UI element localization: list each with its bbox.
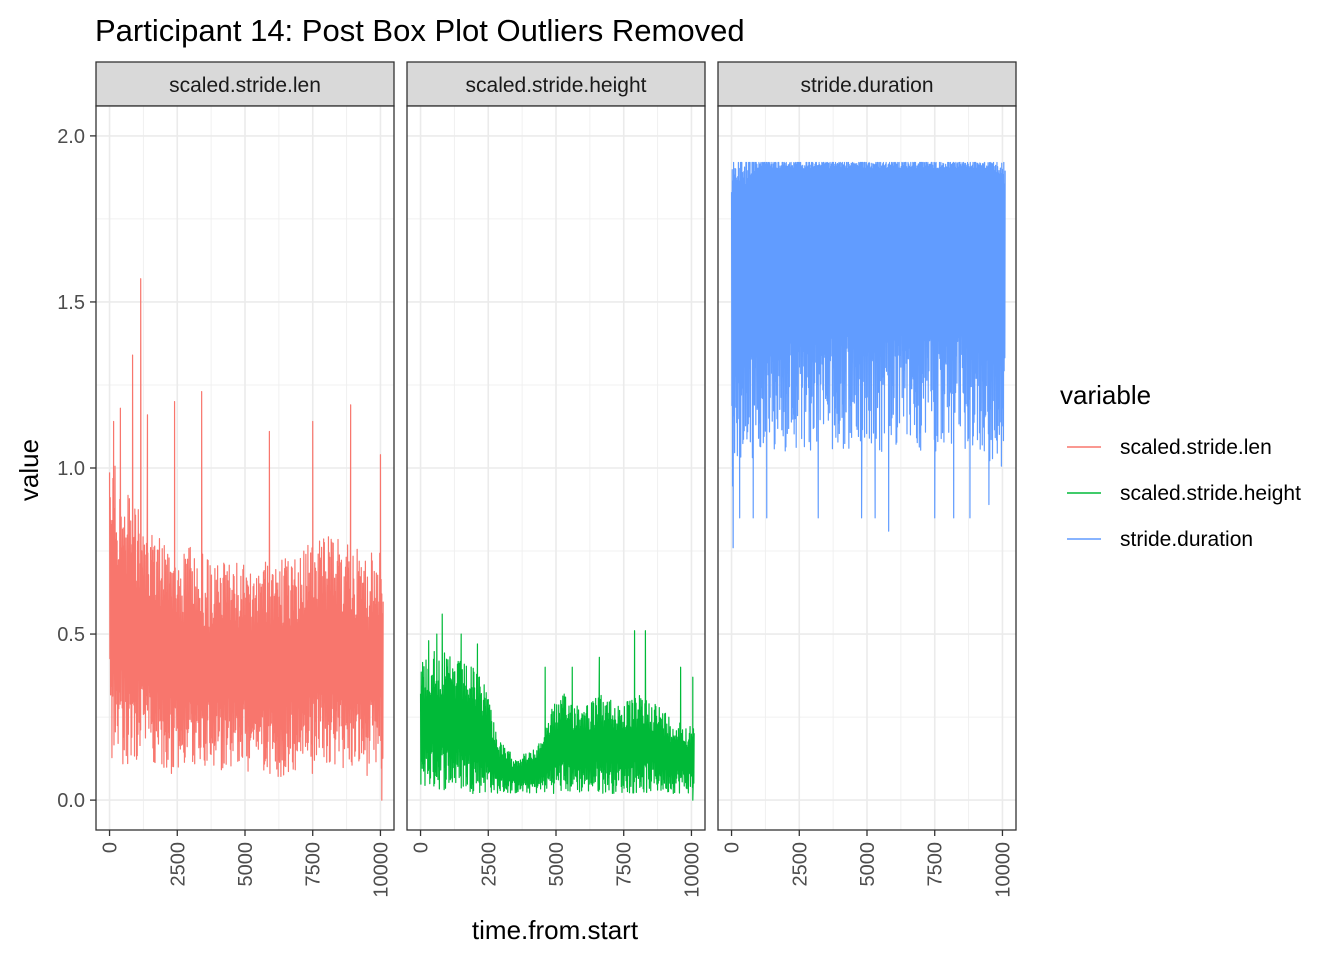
strip-label: scaled.stride.height bbox=[466, 74, 647, 97]
strip-label: stride.duration bbox=[800, 74, 933, 97]
x-tick-label: 10000 bbox=[370, 842, 392, 898]
x-tick-label: 0 bbox=[722, 842, 744, 853]
chart-title: Participant 14: Post Box Plot Outliers R… bbox=[95, 13, 745, 48]
y-axis: 0.0 0.5 1.0 1.5 2.0 bbox=[57, 126, 96, 812]
y-tick-label: 1.5 bbox=[57, 292, 85, 314]
x-axis-title: time.from.start bbox=[472, 915, 639, 945]
x-tick-label: 2500 bbox=[167, 842, 189, 887]
legend-label-scaled.stride.height: scaled.stride.height bbox=[1120, 482, 1301, 505]
strip-label: scaled.stride.len bbox=[169, 74, 321, 97]
facet-panel-0: scaled.stride.len 0 2500 5000 7500 10000 bbox=[95, 61, 395, 898]
y-tick-label: 1.0 bbox=[57, 458, 85, 480]
series-line-scaled.stride.len bbox=[108, 278, 384, 801]
strip-background bbox=[95, 61, 395, 107]
series-line-stride.duration bbox=[730, 161, 1006, 549]
x-tick-label: 10000 bbox=[681, 842, 703, 898]
series-line-scaled.stride.height bbox=[419, 613, 695, 801]
strip-background bbox=[406, 61, 706, 107]
x-tick-label: 7500 bbox=[303, 842, 325, 887]
facet-panel-1: scaled.stride.height 0 2500 5000 7500 10000 bbox=[406, 61, 706, 898]
legend-title: variable bbox=[1060, 380, 1151, 410]
x-tick-label: 0 bbox=[411, 842, 433, 853]
x-tick-label: 7500 bbox=[614, 842, 636, 887]
facet-panel-2: stride.duration 0 2500 5000 7500 10000 bbox=[717, 61, 1017, 898]
x-tick-label: 5000 bbox=[546, 842, 568, 887]
x-tick-label: 5000 bbox=[857, 842, 879, 887]
y-axis-title: value bbox=[14, 439, 44, 501]
legend-label-stride.duration: stride.duration bbox=[1120, 528, 1253, 551]
legend-label-scaled.stride.len: scaled.stride.len bbox=[1120, 436, 1272, 459]
x-tick-label: 5000 bbox=[235, 842, 257, 887]
y-tick-label: 2.0 bbox=[57, 126, 85, 148]
x-tick-label: 7500 bbox=[925, 842, 947, 887]
strip-background bbox=[717, 61, 1017, 107]
y-tick-label: 0.5 bbox=[57, 624, 85, 646]
x-tick-label: 0 bbox=[100, 842, 122, 853]
x-tick-label: 2500 bbox=[478, 842, 500, 887]
y-tick-label: 0.0 bbox=[57, 790, 85, 812]
legend: variable scaled.stride.len scaled.stride.… bbox=[1060, 380, 1301, 551]
x-tick-label: 2500 bbox=[789, 842, 811, 887]
x-tick-label: 10000 bbox=[992, 842, 1014, 898]
